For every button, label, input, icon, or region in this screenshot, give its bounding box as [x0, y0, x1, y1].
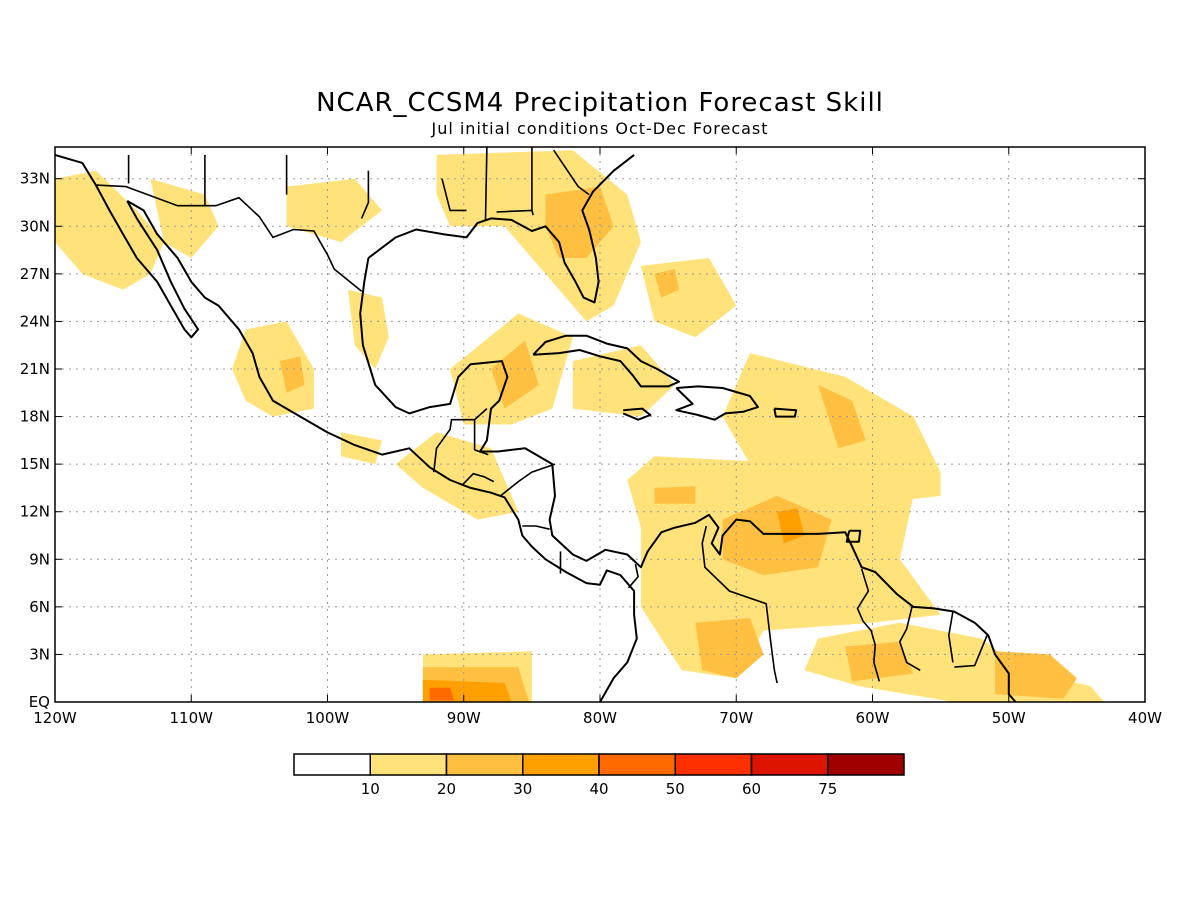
lon-tick-label: 110W [170, 709, 214, 727]
skill-region-28 [429, 687, 455, 701]
country-border-9 [701, 525, 778, 684]
border-layer [95, 147, 988, 684]
colorbar-swatch-4 [598, 753, 676, 776]
lat-tick-label: 30N [20, 217, 50, 235]
colorbar-label: 20 [437, 780, 456, 798]
colorbar-label: 10 [361, 780, 380, 798]
lon-tick-label: 90W [447, 709, 481, 727]
coastline-4 [532, 334, 680, 388]
lat-tick-label: 3N [29, 645, 50, 663]
skill-region-12 [572, 345, 675, 417]
country-border-18 [496, 209, 532, 213]
lon-tick-label: 80W [583, 709, 617, 727]
country-border-8 [627, 563, 639, 589]
country-border-4 [461, 472, 495, 486]
skill-region-14 [818, 384, 866, 449]
colorbar-swatch-0 [293, 753, 371, 776]
skill-region-1 [150, 178, 219, 258]
lon-tick-label: 100W [306, 709, 350, 727]
lon-tick-label: 50W [992, 709, 1026, 727]
skill-region-23 [845, 641, 914, 682]
skill-shading-layer [55, 150, 1105, 702]
coastline-1 [126, 200, 638, 702]
country-border-12 [947, 611, 954, 663]
colorbar-swatch-3 [522, 753, 600, 776]
lat-tick-label: 24N [20, 312, 50, 330]
lat-tick-label: 9N [29, 550, 50, 568]
colorbar-swatch-5 [674, 753, 753, 776]
coastline-2 [359, 257, 1017, 702]
country-border-15 [441, 178, 467, 212]
lat-tick-label: 6N [29, 598, 50, 616]
colorbar-label: 60 [742, 780, 761, 798]
country-border-1 [433, 408, 488, 473]
country-border-11 [898, 606, 921, 671]
skill-region-20 [695, 618, 764, 679]
graticule-layer [55, 147, 1145, 702]
figure-subtitle: Jul initial conditions Oct-Dec Forecast [430, 119, 768, 138]
axis-ticks: 120W 110W 100W 90W 80W 70W 60W 50W 40W EQ 3N 6N 9N 12… [20, 147, 1162, 727]
skill-region-24 [995, 651, 1077, 699]
lon-tick-label: 120W [33, 709, 77, 727]
map-area [55, 147, 1145, 702]
skill-region-4 [545, 186, 614, 258]
lat-tick-label: 12N [20, 503, 50, 521]
coastline-5 [675, 385, 759, 421]
country-border-10 [856, 568, 881, 682]
lat-tick-label: 15N [20, 455, 50, 473]
colorbar-label: 30 [513, 780, 532, 798]
colorbar-swatch-6 [750, 753, 829, 776]
country-border-19 [553, 149, 590, 196]
colorbar-label: 40 [589, 780, 608, 798]
skill-region-6 [654, 269, 679, 298]
country-border-14 [360, 170, 370, 219]
colorbar: 10 20 30 40 50 60 75 [293, 753, 905, 798]
country-border-6 [522, 525, 550, 530]
country-border-13 [954, 635, 988, 668]
country-border-0 [95, 184, 363, 292]
skill-region-0 [55, 170, 164, 290]
coastline-6 [622, 407, 652, 421]
skill-region-9 [347, 289, 389, 369]
lat-tick-label: 21N [20, 360, 50, 378]
coastline-0 [55, 153, 200, 339]
colorbar-swatch-7 [827, 753, 905, 776]
colorbar-label: 50 [666, 780, 685, 798]
coastline-3 [367, 154, 635, 304]
lat-tick-label: EQ [29, 693, 50, 711]
skill-region-8 [279, 356, 305, 393]
lon-tick-label: 70W [719, 709, 753, 727]
colorbar-swatch-2 [445, 753, 524, 776]
figure-title: NCAR_CCSM4 Precipitation Forecast Skill [316, 88, 884, 118]
lat-tick-label: 27N [20, 265, 50, 283]
colorbar-label: 75 [818, 780, 837, 798]
lon-tick-label: 40W [1128, 709, 1162, 727]
coastline-7 [773, 407, 798, 418]
country-border-3 [474, 449, 489, 456]
lat-tick-label: 18N [20, 408, 50, 426]
country-border-16 [484, 147, 488, 220]
coastline-8 [845, 529, 862, 543]
coastline-layer [55, 153, 1017, 702]
country-border-5 [499, 463, 556, 497]
skill-region-2 [286, 178, 382, 243]
colorbar-swatch-1 [369, 753, 448, 776]
lon-tick-label: 60W [856, 709, 890, 727]
lat-tick-label: 33N [20, 170, 50, 188]
skill-region-18 [722, 495, 832, 576]
skill-region-21 [654, 486, 696, 504]
